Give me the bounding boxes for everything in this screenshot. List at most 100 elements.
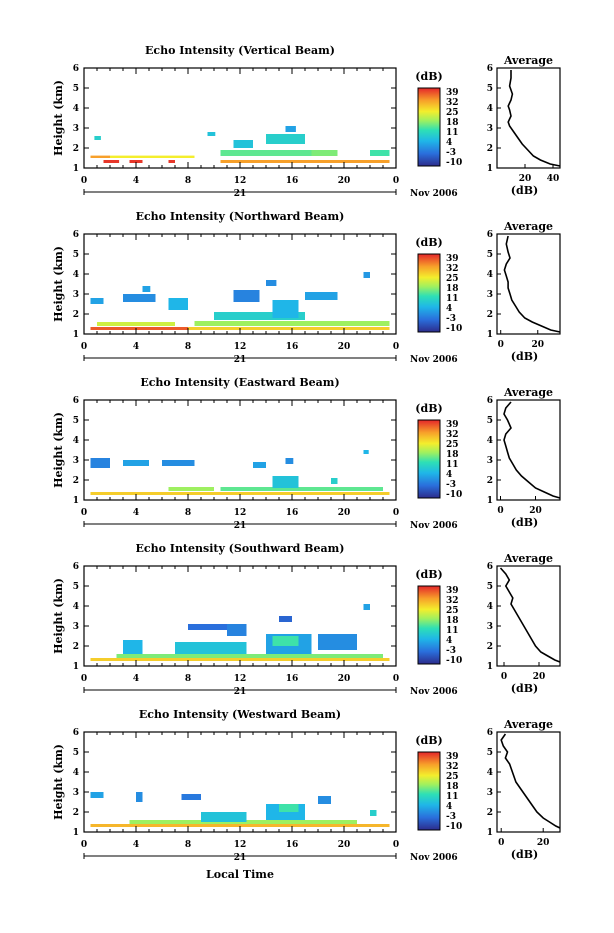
profile-frame — [496, 67, 561, 169]
profile-x-tick-label: 0 — [501, 672, 507, 682]
profile-xlabel: (dB) — [511, 184, 538, 197]
heat-cell — [331, 478, 338, 484]
colorbar-tick-label: 4 — [446, 636, 452, 646]
colorbar-tick-label: 18 — [446, 782, 459, 792]
colorbar-label: (dB) — [415, 70, 442, 83]
profile-frame — [496, 233, 561, 335]
panel-title: Echo Intensity (Southward Beam) — [136, 542, 345, 555]
profile-y-tick-label: 5 — [487, 250, 493, 260]
profile-x-tick-label: 0 — [497, 506, 503, 516]
profile-x-tick-label: 0 — [498, 838, 504, 848]
colorbar-label: (dB) — [415, 236, 442, 249]
heat-cell — [123, 294, 156, 302]
date-label: 21 — [234, 687, 247, 697]
y-tick-label: 1 — [73, 164, 79, 174]
colorbar-tick-label: 25 — [446, 772, 459, 782]
heat-cell — [220, 487, 383, 491]
heat-cell — [90, 155, 110, 158]
heat-cell — [129, 160, 143, 163]
profile-line — [499, 567, 561, 663]
profile-y-tick-label: 3 — [487, 788, 493, 798]
colorbar-tick-label: -3 — [446, 480, 456, 490]
y-tick-label: 3 — [73, 456, 79, 466]
profile-y-tick-label: 2 — [487, 310, 493, 320]
profile-x-tick-label: 20 — [531, 340, 544, 350]
profile-title: Average — [503, 718, 553, 731]
profile-y-tick-label: 6 — [487, 728, 493, 738]
x-tick-label: 12 — [234, 674, 247, 684]
heat-cell — [370, 150, 390, 156]
x-tick-label: 12 — [234, 508, 247, 518]
profile-xlabel: (dB) — [511, 350, 538, 363]
colorbar — [417, 419, 441, 499]
colorbar-tick-label: 18 — [446, 118, 459, 128]
colorbar-tick-label: 4 — [446, 304, 452, 314]
x-tick-label: 20 — [338, 674, 351, 684]
colorbar — [417, 751, 441, 831]
colorbar-tick-label: 39 — [446, 88, 459, 98]
colorbar-tick-label: 11 — [446, 792, 459, 802]
panel-title: Echo Intensity (Vertical Beam) — [145, 44, 335, 57]
plot-frame — [83, 399, 397, 501]
x-tick-label: 20 — [338, 508, 351, 518]
heat-cell — [214, 312, 305, 320]
x-tick-label: 8 — [185, 508, 191, 518]
y-tick-label: 4 — [73, 270, 79, 280]
colorbar-label: (dB) — [415, 568, 442, 581]
profile-x-tick-label: 0 — [498, 340, 504, 350]
profile-frame — [496, 565, 561, 667]
colorbar-tick-label: -3 — [446, 812, 456, 822]
colorbar — [417, 87, 441, 167]
heat-cell — [363, 272, 370, 278]
profile-y-tick-label: 1 — [487, 496, 493, 506]
x-tick-label: 4 — [133, 674, 139, 684]
heat-cell — [279, 804, 299, 812]
y-tick-label: 5 — [73, 748, 79, 758]
y-tick-label: 6 — [73, 396, 79, 406]
colorbar-tick-label: 11 — [446, 294, 459, 304]
y-tick-label: 4 — [73, 768, 79, 778]
profile-y-tick-label: 2 — [487, 144, 493, 154]
colorbar-tick-label: 39 — [446, 420, 459, 430]
panel-title: Echo Intensity (Eastward Beam) — [140, 376, 339, 389]
heat-cell — [188, 624, 227, 630]
colorbar-tick-label: -3 — [446, 148, 456, 158]
x-tick-label: 0 — [393, 176, 399, 186]
y-tick-label: 2 — [73, 310, 79, 320]
profile-title: Average — [503, 220, 553, 233]
profile-y-tick-label: 1 — [487, 662, 493, 672]
x-tick-label: 12 — [234, 840, 247, 850]
y-tick-label: 6 — [73, 64, 79, 74]
colorbar-tick-label: 39 — [446, 752, 459, 762]
x-tick-label: 4 — [133, 840, 139, 850]
profile-y-tick-label: 4 — [487, 768, 493, 778]
y-tick-label: 3 — [73, 788, 79, 798]
heat-cell — [207, 132, 216, 136]
y-axis-label: Height (km) — [52, 578, 65, 654]
colorbar-tick-label: -3 — [446, 314, 456, 324]
x-tick-label: 4 — [133, 342, 139, 352]
profile-y-tick-label: 4 — [487, 602, 493, 612]
date-suffix: Nov 2006 — [410, 687, 458, 697]
profile-y-tick-label: 2 — [487, 642, 493, 652]
heat-cell — [116, 654, 383, 658]
y-tick-label: 5 — [73, 250, 79, 260]
heat-cell — [90, 824, 390, 827]
y-tick-label: 4 — [73, 602, 79, 612]
x-tick-label: 0 — [393, 342, 399, 352]
y-tick-label: 4 — [73, 436, 79, 446]
x-tick-label: 16 — [286, 840, 299, 850]
heat-cell — [363, 604, 370, 610]
y-axis-label: Height (km) — [52, 744, 65, 820]
profile-xlabel: (dB) — [511, 682, 538, 695]
profile-y-tick-label: 3 — [487, 290, 493, 300]
profile-y-tick-label: 5 — [487, 748, 493, 758]
y-tick-label: 2 — [73, 642, 79, 652]
x-tick-label: 20 — [338, 342, 351, 352]
x-tick-label: 12 — [234, 176, 247, 186]
x-tick-label: 0 — [81, 674, 87, 684]
y-tick-label: 5 — [73, 582, 79, 592]
